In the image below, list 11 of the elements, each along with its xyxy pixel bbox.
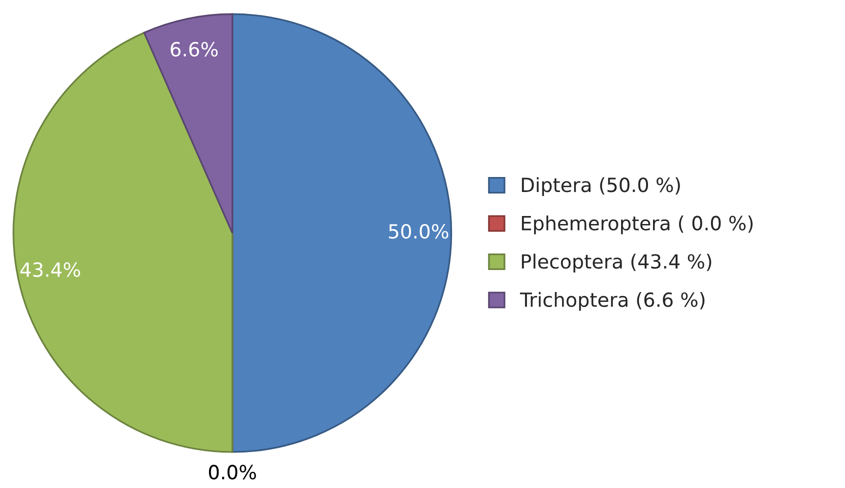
data-label: 50.0% <box>389 224 448 239</box>
data-label: 6.6% <box>170 42 218 57</box>
pie-slice <box>12 32 234 453</box>
legend-label: Ephemeroptera ( 0.0 %) <box>522 215 753 234</box>
legend-label: Diptera (50.0 %) <box>522 177 680 196</box>
legend-label: Trichoptera (6.6 %) <box>520 292 704 311</box>
text: 0.0% <box>208 464 256 480</box>
pie-slice <box>143 13 234 234</box>
legend-label: Plecoptera (43.4 %) <box>522 254 712 273</box>
pie-slice <box>232 13 452 453</box>
data-label: 43.4% <box>20 262 80 278</box>
